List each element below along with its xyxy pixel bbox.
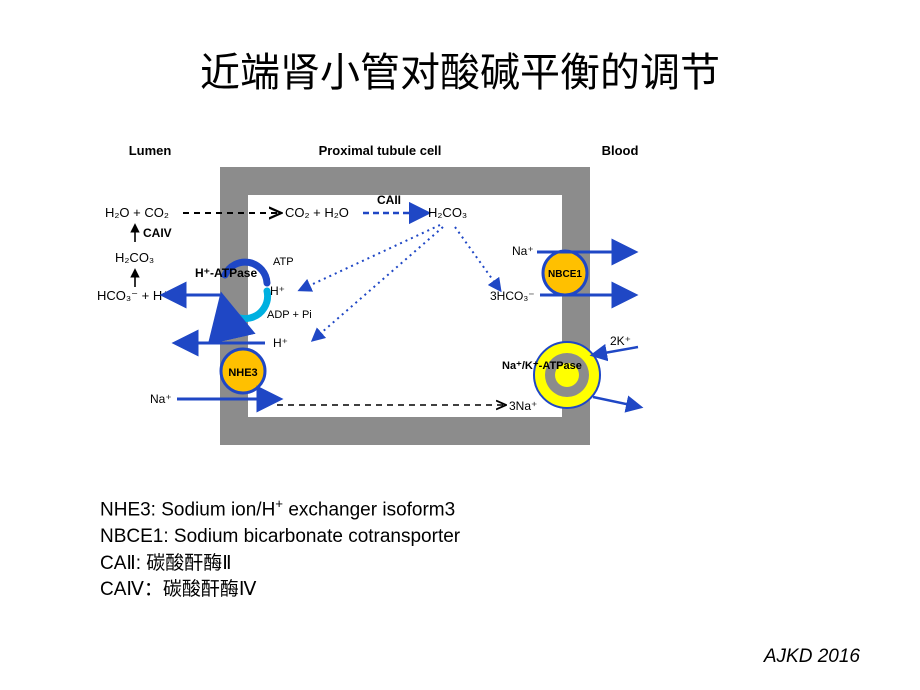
arrow-nak-k bbox=[593, 347, 638, 355]
label-2k: 2K⁺ bbox=[610, 334, 631, 348]
label-atp: ATP bbox=[273, 256, 294, 268]
cell-interior bbox=[248, 195, 562, 417]
label-hco3-h-lumen: HCO₃⁻ + H⁺ bbox=[97, 288, 169, 303]
slide-title: 近端肾小管对酸碱平衡的调节 bbox=[0, 40, 920, 98]
label-nak: Na⁺/K⁺-ATPase bbox=[502, 360, 582, 372]
label-cell: Proximal tubule cell bbox=[319, 143, 442, 158]
label-lumen: Lumen bbox=[129, 143, 172, 158]
proximal-tubule-diagram: Lumen Proximal tubule cell Blood H₂O + C… bbox=[95, 135, 660, 445]
label-h1: H⁺ bbox=[270, 284, 285, 298]
label-na-in: Na⁺ bbox=[150, 392, 172, 406]
label-h2co3-lumen: H₂CO₃ bbox=[115, 250, 154, 265]
label-nhe3: NHE3 bbox=[228, 367, 257, 379]
label-3na: 3Na⁺ bbox=[509, 399, 537, 413]
legend-nbce1: NBCE1: Sodium bicarbonate cotransporter bbox=[100, 524, 460, 551]
label-caii: CAII bbox=[377, 193, 401, 207]
citation: AJKD 2016 bbox=[764, 646, 860, 668]
label-h2co3-cell: H₂CO₃ bbox=[428, 205, 467, 220]
legend-nhe3: NHE3: Sodium ion/H+ exchanger isoform3 bbox=[100, 495, 460, 524]
label-h2o-co2: H₂O + CO₂ bbox=[105, 205, 169, 220]
label-h-atpase: H⁺-ATPase bbox=[195, 266, 257, 280]
label-nbce1: NBCE1 bbox=[548, 269, 582, 280]
label-blood: Blood bbox=[602, 143, 639, 158]
legend: NHE3: Sodium ion/H+ exchanger isoform3 N… bbox=[100, 495, 460, 604]
label-3hco3: 3HCO₃⁻ bbox=[490, 289, 535, 303]
arrow-nak-na bbox=[593, 397, 640, 407]
legend-caiv: CAⅣ：碳酸酐酶Ⅳ bbox=[100, 577, 460, 604]
label-na-nbce: Na⁺ bbox=[512, 244, 534, 258]
label-adp-pi: ADP + Pi bbox=[267, 309, 312, 321]
label-h2: H⁺ bbox=[273, 336, 288, 350]
legend-caii: CAⅡ: 碳酸酐酶Ⅱ bbox=[100, 551, 460, 578]
label-caiv: CAIV bbox=[143, 226, 172, 240]
label-co2-h2o: CO₂ + H₂O bbox=[285, 205, 349, 220]
